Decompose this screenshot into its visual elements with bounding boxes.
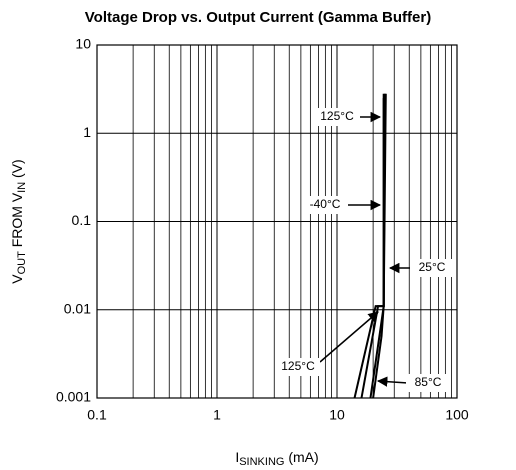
xlabel_parts: ISINKING (mA) [235, 449, 318, 468]
label-part: V [9, 274, 25, 284]
label-part: (V) [9, 159, 25, 182]
annotation: 125°C [320, 109, 354, 123]
y-tick-label: 0.001 [56, 389, 91, 405]
annotation-arrow [376, 376, 409, 387]
y-tick-label: 1 [83, 124, 91, 140]
label-part: SINKING [239, 456, 284, 468]
label-part: OUT [16, 251, 28, 275]
chart-title: Voltage Drop vs. Output Current (Gamma B… [85, 9, 431, 26]
label-part: I [235, 449, 239, 465]
x-tick-label: 10 [329, 407, 345, 423]
annotation-arrow [319, 311, 379, 363]
label-part: (mA) [284, 449, 318, 465]
label-part: FROM V [9, 192, 25, 251]
annotation: 25°C [419, 260, 446, 274]
x-tick-label: 100 [445, 407, 469, 423]
series-line [369, 93, 386, 399]
annotation-box [410, 259, 454, 277]
annotation: 125°C [281, 359, 315, 373]
annotation-box [276, 358, 320, 376]
annotation-box [406, 374, 450, 392]
y-tick-label: 0.01 [64, 300, 91, 316]
plot-frame [96, 44, 458, 399]
annotation-box [303, 196, 347, 214]
x-tick-label: 0.1 [87, 407, 107, 423]
annotation: -40°C [310, 197, 341, 211]
series-line [372, 93, 387, 399]
label-part: IN [16, 182, 28, 193]
ylabel_parts: VOUT FROM VIN (V) [9, 159, 28, 283]
x-tick-label: 1 [213, 407, 221, 423]
annotation: 85°C [415, 375, 442, 389]
y-tick-label: 10 [75, 36, 91, 52]
annotation-box [315, 108, 359, 126]
y-tick-label: 0.1 [72, 212, 92, 228]
